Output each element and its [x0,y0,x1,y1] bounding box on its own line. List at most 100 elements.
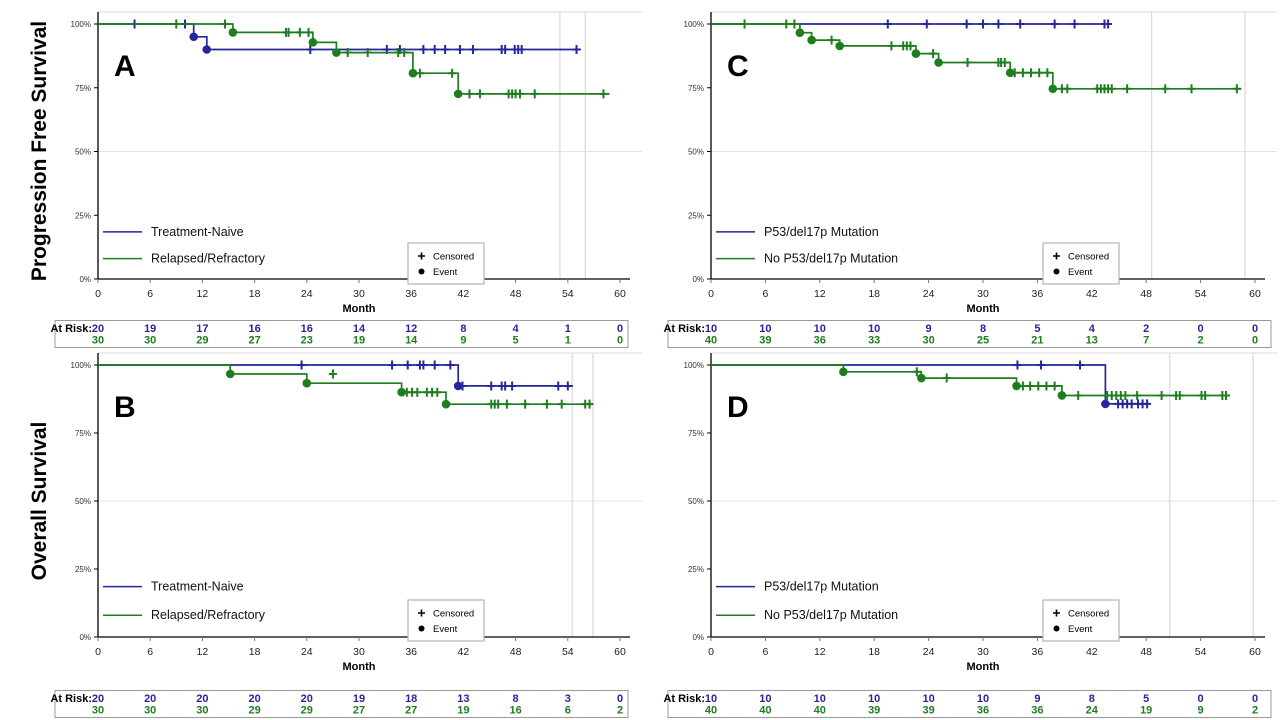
at-risk-value: 30 [196,705,208,717]
censor-mark [413,387,422,397]
at-risk-value: 39 [759,335,771,347]
event-marker [807,35,816,45]
y-tick-label: 100% [684,20,704,29]
event-marker [189,32,198,42]
censor-mark [343,48,352,58]
censor-mark [912,367,921,377]
at-risk-value: 40 [705,335,717,347]
at-risk-value: 14 [353,323,366,335]
at-risk-value: 33 [868,335,880,347]
at-risk-value: 36 [1031,705,1043,717]
at-risk-value: 6 [565,705,571,717]
censor-mark [521,399,530,409]
x-tick-label: 60 [614,646,626,658]
x-tick-label: 18 [868,288,880,300]
censor-mark [304,27,313,37]
censor-mark [1143,399,1152,409]
censor-mark [487,381,496,391]
at-risk-value: 9 [460,335,466,347]
at-risk-value: 29 [248,705,260,717]
marker-legend-box [407,599,485,642]
at-risk-value: 20 [144,693,156,705]
y-tick-label: 0% [79,275,91,284]
x-tick-label: 48 [1140,646,1152,658]
at-risk-value: 10 [705,323,717,335]
at-risk-value: 21 [1031,335,1043,347]
panel-letter-D: D [727,391,749,424]
at-risk-value: 5 [1143,693,1149,705]
y-tick-label: 50% [75,148,91,157]
censor-mark [563,381,572,391]
at-risk-value: 30 [922,335,934,347]
x-tick-label: 30 [353,288,365,300]
at-risk-value: 10 [868,693,880,705]
at-risk-value: 16 [509,705,521,717]
marker-legend-box [1042,242,1120,285]
censor-mark [221,19,230,29]
x-tick-label: 36 [1032,646,1044,658]
at-risk-value: 20 [92,323,104,335]
at-risk-label: At Risk: [663,693,705,705]
x-tick-label: 24 [923,288,935,300]
marker-legend-box [1042,599,1120,642]
x-axis-title: Month [343,303,376,315]
y-tick-label: 25% [75,211,91,220]
at-risk-value: 9 [1198,705,1204,717]
at-risk-value: 25 [977,335,989,347]
at-risk-value: 30 [92,705,104,717]
at-risk-value: 2 [617,705,623,717]
y-tick-label: 0% [692,275,704,284]
x-tick-label: 12 [814,646,826,658]
at-risk-value: 17 [196,323,208,335]
at-risk-value: 8 [513,693,519,705]
x-tick-label: 18 [249,288,261,300]
x-tick-label: 0 [95,646,101,658]
censor-mark [468,45,477,54]
at-risk-value: 1 [565,335,571,347]
event-marker [308,38,318,47]
x-tick-label: 42 [458,288,470,300]
series-curve-blue [98,23,581,51]
series-curve-green [711,364,1228,397]
censor-mark [501,45,510,54]
panel-D: 0% 25% 50% 75% 100% 0 6 12 18 24 30 36 42 48 54 60 Month… [663,352,1277,718]
censor-mark [1063,84,1072,94]
x-axis-title: Month [967,661,1000,673]
censor-mark [585,399,594,409]
censor-mark [475,89,484,99]
panel-letter-A: A [114,50,136,83]
at-risk-value: 40 [814,705,826,717]
at-risk-value: 0 [617,323,623,335]
at-risk-value: 10 [759,693,771,705]
x-tick-label: 30 [353,646,365,658]
event-legend-label: Event [433,624,458,635]
at-risk-value: 8 [980,323,986,335]
censored-plus-icon [418,252,425,260]
x-tick-label: 30 [977,646,989,658]
y-tick-label: 25% [688,211,704,220]
censor-mark [1027,68,1036,78]
censor-mark [419,360,428,370]
at-risk-value: 40 [705,705,717,717]
at-risk-value: 27 [405,705,417,717]
censor-mark [297,360,306,370]
at-risk-value: 0 [1198,693,1204,705]
y-tick-label: 75% [75,84,91,93]
group-legend-label: P53/del17p Mutation [764,580,879,594]
at-risk-label: At Risk: [50,323,92,335]
at-risk-value: 19 [353,693,365,705]
censor-mark [1050,381,1059,391]
x-tick-label: 18 [868,646,880,658]
censor-mark [1123,84,1132,94]
censor-mark [530,89,539,99]
censored-legend-label: Censored [433,609,474,620]
censor-mark [942,373,951,383]
x-tick-label: 6 [762,288,768,300]
censor-mark [1076,360,1085,370]
at-risk-value: 36 [977,705,989,717]
x-tick-label: 12 [197,646,209,658]
censor-mark [284,27,293,37]
censor-mark [883,19,892,29]
at-risk-value: 8 [1089,693,1095,705]
